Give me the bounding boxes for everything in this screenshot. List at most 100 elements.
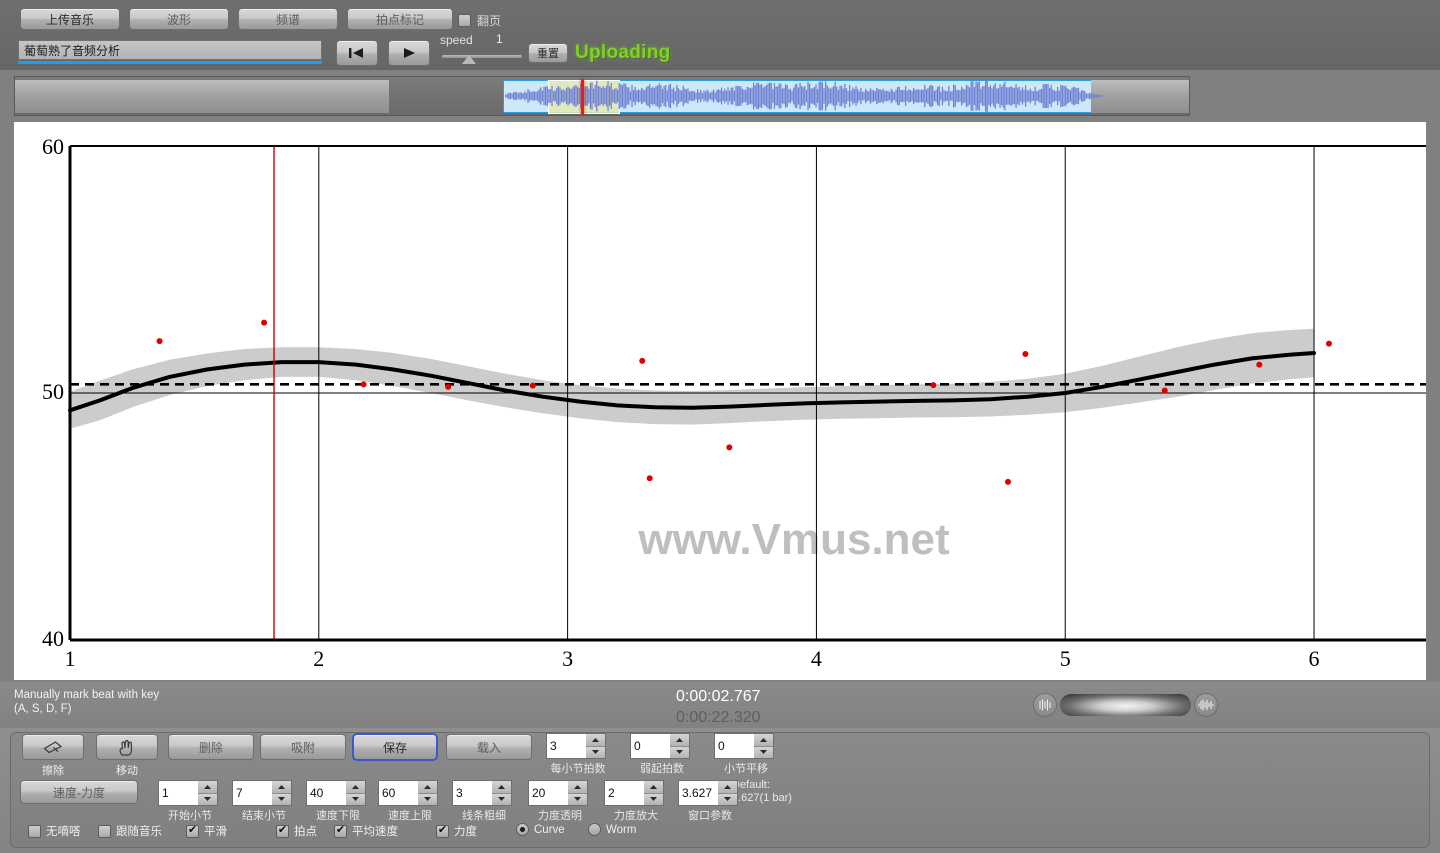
radio-worm[interactable]: Worm xyxy=(588,823,636,836)
spinner-velocity-opacity-steppers[interactable] xyxy=(568,780,588,806)
spinner-tempo-max-up[interactable] xyxy=(418,781,437,794)
spinner-start-bar-steppers[interactable] xyxy=(198,780,218,806)
volume-slider-track[interactable] xyxy=(1060,694,1191,716)
volume-high-icon[interactable] xyxy=(1194,693,1218,717)
checkbox-velocity[interactable]: 力度 xyxy=(436,823,477,839)
beat-point[interactable] xyxy=(1022,350,1029,357)
page-flip-control[interactable]: 翻页 xyxy=(458,12,501,29)
checkbox-average-tempo[interactable]: 平均速度 xyxy=(334,823,398,839)
checkbox-follow-music-box[interactable] xyxy=(98,824,111,838)
spinner-beats-per-bar-input[interactable] xyxy=(546,733,586,759)
beat-point[interactable] xyxy=(529,382,536,389)
spinner-velocity-opacity-down[interactable] xyxy=(568,793,587,805)
beat-point[interactable] xyxy=(261,319,268,326)
spinner-window-param-steppers[interactable] xyxy=(718,780,738,806)
spinner-end-bar[interactable]: 结束小节 xyxy=(232,780,292,822)
spinner-end-bar-steppers[interactable] xyxy=(272,780,292,806)
spinner-start-bar-down[interactable] xyxy=(198,793,217,805)
spinner-line-thickness-down[interactable] xyxy=(492,793,511,805)
tab-waveform[interactable]: 波形 xyxy=(129,8,229,30)
spinner-pickup-beats-input[interactable] xyxy=(630,733,670,759)
speed-slider[interactable]: speed 1 xyxy=(440,32,524,64)
spinner-line-thickness[interactable]: 线条粗细 xyxy=(452,780,512,822)
spinner-tempo-max-input[interactable] xyxy=(378,780,418,806)
spinner-tempo-max-steppers[interactable] xyxy=(418,780,438,806)
checkbox-follow-music[interactable]: 跟随音乐 xyxy=(98,823,162,839)
spinner-window-param-input[interactable] xyxy=(678,780,718,806)
spinner-bar-offset-up[interactable] xyxy=(754,734,773,747)
spinner-velocity-opacity-up[interactable] xyxy=(568,781,587,794)
erase-tool-button[interactable] xyxy=(22,734,84,760)
analysis-title-input[interactable] xyxy=(18,40,322,60)
spinner-tempo-min[interactable]: 速度下限 xyxy=(306,780,366,822)
spinner-tempo-min-steppers[interactable] xyxy=(346,780,366,806)
spinner-velocity-scale-down[interactable] xyxy=(644,793,663,805)
beat-point[interactable] xyxy=(1256,361,1263,368)
beat-point[interactable] xyxy=(646,475,653,482)
spinner-line-thickness-input[interactable] xyxy=(452,780,492,806)
spinner-velocity-opacity[interactable]: 力度透明 xyxy=(528,780,588,822)
skip-to-start-button[interactable] xyxy=(336,40,378,66)
spinner-beats-per-bar[interactable]: 每小节拍数 xyxy=(546,733,606,775)
beat-point[interactable] xyxy=(1325,340,1332,347)
spinner-velocity-opacity-input[interactable] xyxy=(528,780,568,806)
spinner-velocity-scale[interactable]: 力度放大 xyxy=(604,780,664,822)
spinner-tempo-max-down[interactable] xyxy=(418,793,437,805)
radio-worm-dot[interactable] xyxy=(588,823,601,836)
spinner-bar-offset-input[interactable] xyxy=(714,733,754,759)
analysis-title-field[interactable] xyxy=(18,40,322,64)
waveform-playhead[interactable] xyxy=(581,79,584,115)
spinner-start-bar-input[interactable] xyxy=(158,780,198,806)
page-flip-checkbox[interactable] xyxy=(458,14,471,27)
spinner-velocity-scale-steppers[interactable] xyxy=(644,780,664,806)
radio-curve-dot[interactable] xyxy=(516,823,529,836)
checkbox-smooth[interactable]: 平滑 xyxy=(186,823,227,839)
spinner-beats-per-bar-steppers[interactable] xyxy=(586,733,606,759)
tempo-velocity-mode-button[interactable]: 速度-力度 xyxy=(20,780,138,804)
spinner-pickup-beats-steppers[interactable] xyxy=(670,733,690,759)
spinner-velocity-scale-input[interactable] xyxy=(604,780,644,806)
speed-slider-thumb[interactable] xyxy=(462,55,476,64)
radio-curve[interactable]: Curve xyxy=(516,823,565,836)
spinner-end-bar-input[interactable] xyxy=(232,780,272,806)
spinner-tempo-min-down[interactable] xyxy=(346,793,365,805)
checkbox-no-click-box[interactable] xyxy=(28,824,41,838)
reset-button[interactable]: 重置 xyxy=(528,43,568,63)
spinner-start-bar-up[interactable] xyxy=(198,781,217,794)
spinner-bar-offset-steppers[interactable] xyxy=(754,733,774,759)
beat-point[interactable] xyxy=(360,381,367,388)
checkbox-beats[interactable]: 拍点 xyxy=(276,823,317,839)
checkbox-beats-box[interactable] xyxy=(276,824,289,838)
beat-point[interactable] xyxy=(1005,478,1012,485)
move-tool-button[interactable] xyxy=(96,734,158,760)
beat-point[interactable] xyxy=(639,357,646,364)
spinner-window-param-up[interactable] xyxy=(718,781,737,794)
spinner-start-bar[interactable]: 开始小节 xyxy=(158,780,218,822)
tab-beat-marking[interactable]: 拍点标记 xyxy=(347,8,453,30)
spinner-end-bar-up[interactable] xyxy=(272,781,291,794)
checkbox-smooth-box[interactable] xyxy=(186,824,199,838)
checkbox-velocity-box[interactable] xyxy=(436,824,449,838)
tab-spectrum[interactable]: 频谱 xyxy=(238,8,338,30)
save-button[interactable]: 保存 xyxy=(352,733,438,761)
beat-point[interactable] xyxy=(726,444,733,451)
delete-button[interactable]: 删除 xyxy=(168,734,254,760)
spinner-bar-offset-down[interactable] xyxy=(754,746,773,758)
waveform-overview[interactable] xyxy=(14,76,1190,116)
spinner-line-thickness-up[interactable] xyxy=(492,781,511,794)
tempo-chart[interactable]: www.Vmus.net 40 50 60 1 2 3 4 5 6 xyxy=(14,122,1426,680)
spinner-end-bar-down[interactable] xyxy=(272,793,291,805)
spinner-tempo-min-input[interactable] xyxy=(306,780,346,806)
snap-button[interactable]: 吸附 xyxy=(260,734,346,760)
checkbox-average-tempo-box[interactable] xyxy=(334,824,347,838)
beat-point[interactable] xyxy=(445,383,452,390)
spinner-window-param-down[interactable] xyxy=(718,793,737,805)
spinner-pickup-beats-up[interactable] xyxy=(670,734,689,747)
load-button[interactable]: 载入 xyxy=(446,734,532,760)
spinner-line-thickness-steppers[interactable] xyxy=(492,780,512,806)
spinner-tempo-max[interactable]: 速度上限 xyxy=(378,780,438,822)
checkbox-no-click[interactable]: 无嘀嗒 xyxy=(28,823,81,839)
spinner-velocity-scale-up[interactable] xyxy=(644,781,663,794)
spinner-bar-offset[interactable]: 小节平移 xyxy=(714,733,774,775)
spinner-beats-per-bar-down[interactable] xyxy=(586,746,605,758)
